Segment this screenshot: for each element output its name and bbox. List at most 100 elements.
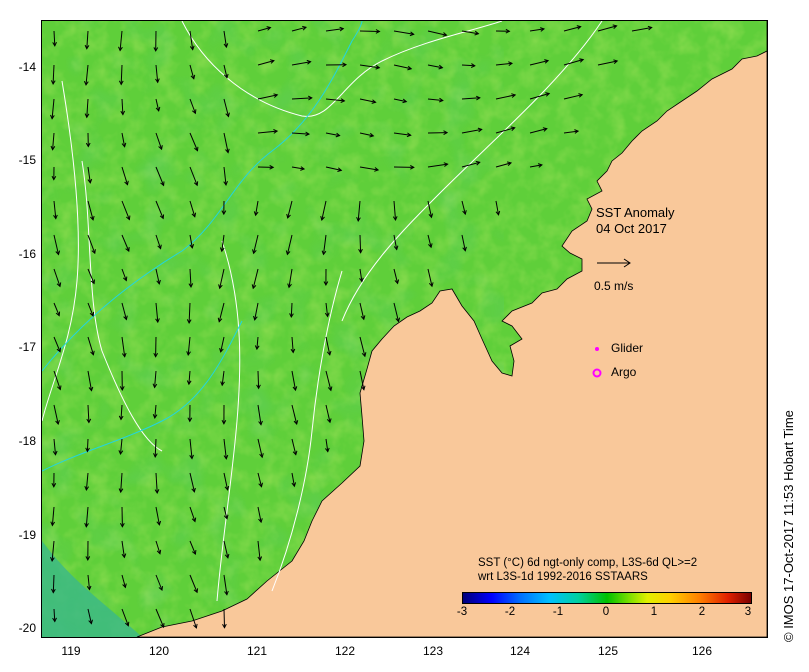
current-vector-head (269, 164, 275, 170)
current-vector-head (87, 178, 93, 184)
current-vector (119, 30, 123, 51)
current-vector-head (407, 65, 413, 71)
current-vector (155, 268, 160, 284)
current-vector-head (121, 352, 127, 358)
current-vector-head (537, 163, 543, 168)
current-vector (597, 60, 618, 66)
current-vector (189, 506, 196, 522)
current-vector (86, 98, 89, 118)
current-vector-head (223, 181, 228, 186)
current-vector-head (122, 583, 127, 589)
current-vector-head (359, 277, 364, 283)
current-vector (529, 164, 542, 168)
current-vector (51, 98, 55, 119)
current-vector-head (191, 550, 197, 556)
current-vector (256, 336, 259, 350)
current-vector (359, 64, 380, 69)
current-vector-head (50, 145, 56, 151)
current-vector (291, 404, 298, 425)
current-vector-head (258, 518, 263, 524)
current-vector (85, 64, 89, 85)
current-vector (563, 59, 584, 66)
current-vector (325, 438, 329, 452)
current-vector (189, 234, 193, 248)
current-vector-head (187, 417, 193, 423)
current-vector-head (290, 348, 296, 354)
current-vector-head (52, 617, 57, 623)
current-vector-head (84, 44, 90, 50)
current-vector-head (56, 282, 62, 288)
current-vector (155, 506, 160, 525)
current-vector (393, 234, 398, 250)
current-vector-head (612, 24, 618, 29)
vector-scale-label: 0.5 m/s (594, 279, 634, 293)
current-vector (359, 234, 362, 253)
current-vector-head (540, 27, 546, 32)
current-vector-head (337, 167, 343, 172)
current-vector (53, 234, 59, 255)
current-vector (597, 25, 617, 32)
current-vector (120, 404, 123, 420)
current-vector-head (508, 61, 514, 67)
current-vector (52, 132, 55, 150)
current-vector-head (52, 41, 57, 47)
current-vector (121, 268, 127, 281)
current-vector (359, 132, 374, 137)
current-vector (461, 234, 466, 251)
current-vector-head (251, 284, 257, 290)
current-vector-head (219, 347, 224, 353)
current-vector (563, 130, 579, 134)
current-vector (287, 200, 293, 219)
current-vector-head (258, 420, 263, 426)
current-vector-head (292, 386, 298, 392)
current-vector (155, 166, 165, 186)
current-vector (53, 438, 56, 455)
current-vector-head (50, 557, 55, 562)
current-vector-head (189, 454, 194, 460)
current-vector-head (85, 556, 91, 561)
current-vector-head (124, 621, 130, 627)
current-vector (529, 28, 545, 32)
current-vector (189, 438, 193, 459)
current-vector (254, 302, 259, 320)
current-vector (155, 540, 161, 554)
current-vector-head (374, 167, 380, 172)
current-vector-head (88, 386, 94, 392)
lon-label: 124 (509, 644, 531, 658)
current-vector-head (186, 380, 192, 386)
map-title: SST Anomaly (596, 205, 675, 220)
current-vector-head (50, 80, 56, 86)
colorbar-title: SST (°C) 6d ngt-only comp, L3S-6d QL>=2 … (478, 556, 697, 584)
current-vector-head (292, 450, 298, 456)
current-vector (188, 302, 191, 324)
lon-label: 126 (691, 644, 713, 658)
current-vector (85, 506, 89, 527)
current-vector (359, 98, 376, 103)
current-vector-head (340, 98, 346, 103)
current-vector (359, 302, 365, 320)
current-vector (427, 163, 448, 168)
current-vector (291, 166, 305, 170)
current-vector (359, 336, 366, 357)
current-vector (87, 268, 95, 284)
current-vector-head (55, 250, 61, 256)
current-vector-head (122, 276, 128, 282)
current-vector-head (153, 352, 159, 358)
lon-label: 121 (246, 644, 268, 658)
current-vector (529, 128, 547, 134)
current-vector-head (544, 59, 550, 64)
current-vector-head (223, 73, 229, 79)
lon-label: 119 (61, 644, 81, 658)
current-vector (529, 60, 549, 66)
current-vector-head (361, 352, 367, 358)
current-vector (427, 98, 443, 101)
argo-marker-icon (592, 368, 602, 378)
current-vector (291, 336, 294, 353)
current-vector-head (125, 215, 131, 221)
current-vector (427, 234, 432, 248)
current-vector (495, 162, 512, 168)
current-vector (154, 438, 157, 457)
current-vector-head (118, 46, 123, 52)
current-vector (427, 30, 447, 36)
current-vector-head (259, 453, 264, 459)
